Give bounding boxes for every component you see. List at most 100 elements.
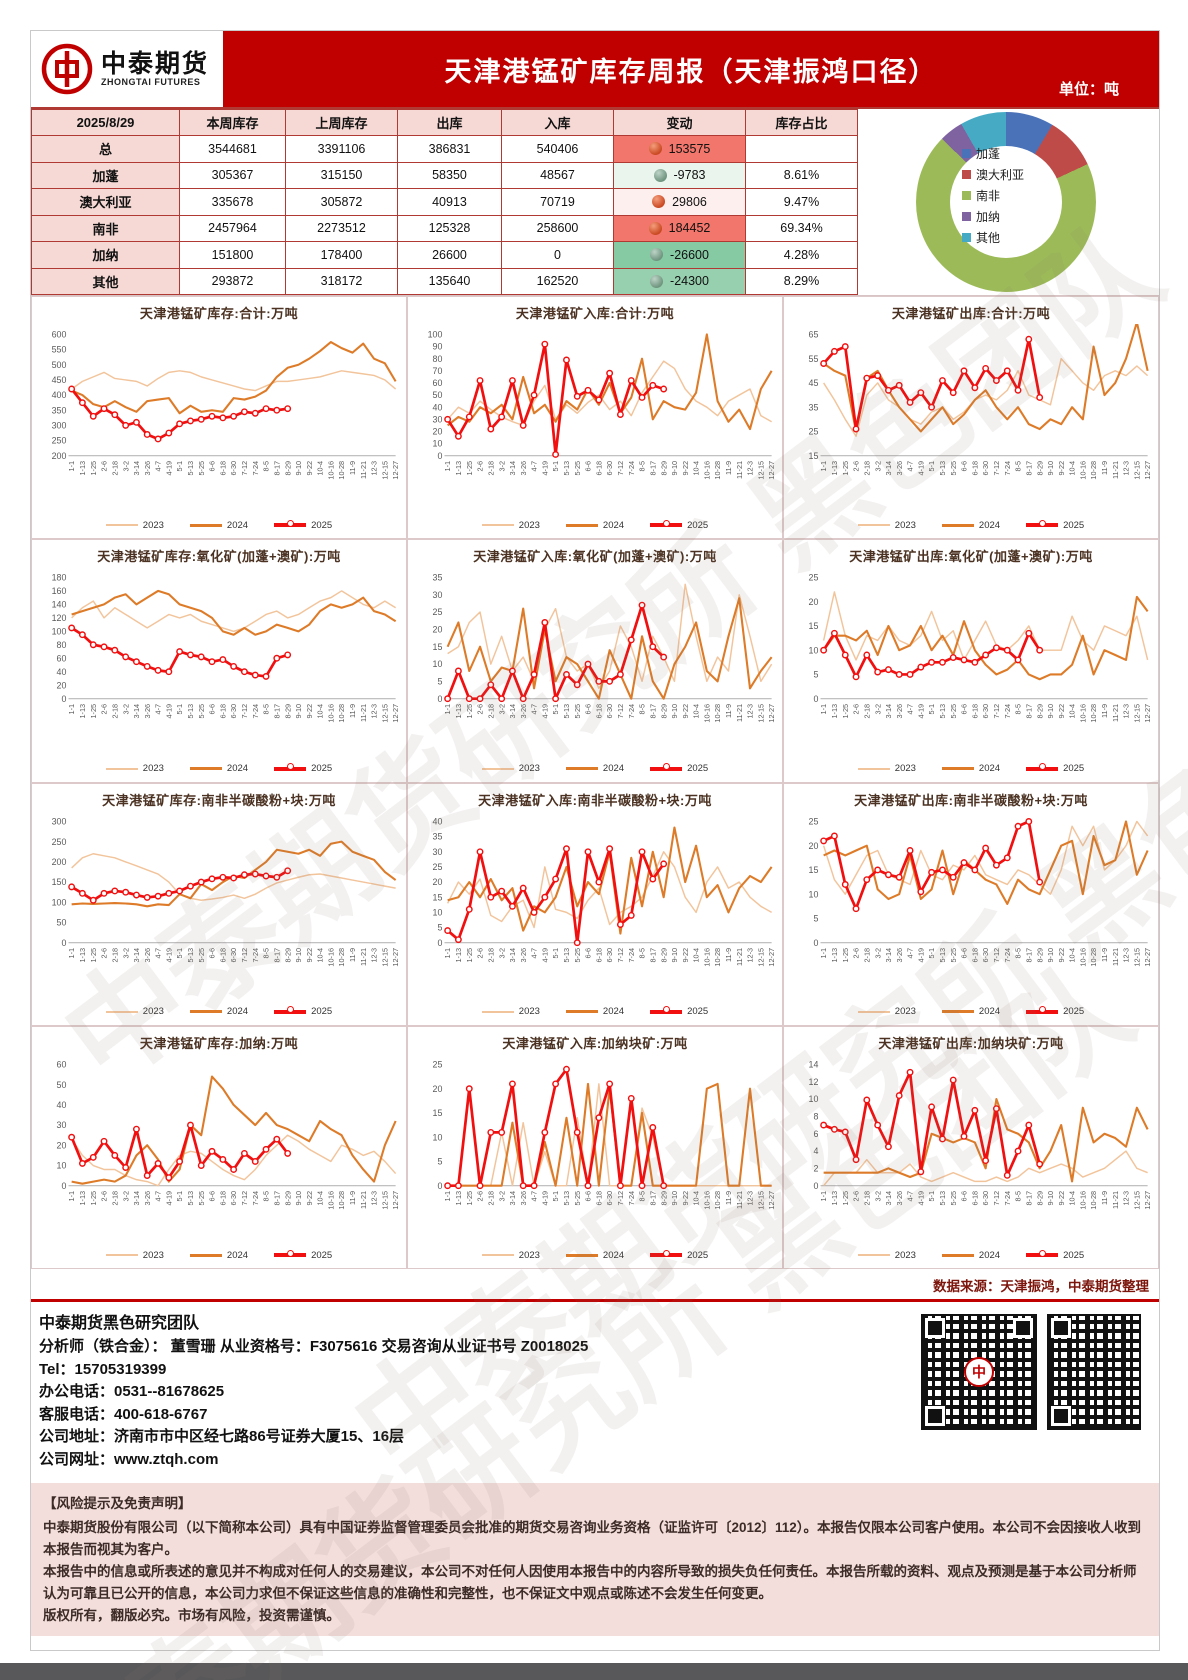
qr-code-secondary bbox=[1047, 1314, 1141, 1431]
svg-text:1-25: 1-25 bbox=[89, 948, 98, 963]
previous-stock-cell: 318172 bbox=[285, 267, 398, 295]
svg-text:35: 35 bbox=[809, 402, 819, 412]
legend-marker-icon bbox=[1038, 519, 1046, 527]
svg-text:5-13: 5-13 bbox=[938, 1191, 947, 1206]
svg-text:2-6: 2-6 bbox=[852, 948, 861, 959]
donut-legend: 加蓬 澳大利亚 南非 加纳 其他 bbox=[962, 145, 1024, 246]
svg-text:9-10: 9-10 bbox=[1046, 948, 1055, 963]
previous-stock-cell: 305872 bbox=[285, 188, 398, 216]
svg-text:11-9: 11-9 bbox=[1100, 1191, 1109, 1205]
svg-text:10-4: 10-4 bbox=[692, 1191, 701, 1206]
svg-text:40: 40 bbox=[433, 816, 443, 826]
svg-text:6-18: 6-18 bbox=[594, 948, 603, 963]
svg-text:8-5: 8-5 bbox=[1014, 948, 1023, 959]
svg-text:9-10: 9-10 bbox=[670, 704, 679, 719]
svg-text:12-3: 12-3 bbox=[746, 461, 755, 476]
svg-text:4-7: 4-7 bbox=[906, 1191, 915, 1202]
legend-marker-icon bbox=[1038, 763, 1046, 771]
svg-text:1-13: 1-13 bbox=[78, 461, 87, 476]
svg-text:12-27: 12-27 bbox=[1143, 948, 1152, 967]
chart-title: 天津港锰矿出库:南非半碳酸粉+块:万吨 bbox=[854, 792, 1088, 808]
svg-text:6-30: 6-30 bbox=[981, 704, 990, 719]
chart-legend-item: 2025 bbox=[274, 519, 332, 531]
svg-text:4-19: 4-19 bbox=[164, 1191, 173, 1206]
svg-text:9-10: 9-10 bbox=[294, 461, 303, 476]
svg-text:25: 25 bbox=[809, 573, 819, 583]
svg-text:3-26: 3-26 bbox=[519, 1191, 528, 1206]
legend-line-icon bbox=[650, 763, 683, 771]
svg-text:5-25: 5-25 bbox=[573, 1191, 582, 1206]
share-cell: 4.28% bbox=[745, 241, 858, 269]
svg-text:4-7: 4-7 bbox=[906, 704, 915, 715]
svg-text:6-6: 6-6 bbox=[584, 704, 593, 715]
chart-plot: 0 20 40 60 80 100 120 140 160 180 1-1 1-13 1-25 2-6 2-… bbox=[52, 573, 401, 723]
svg-text:0: 0 bbox=[813, 1181, 818, 1191]
svg-text:1-25: 1-25 bbox=[841, 948, 850, 963]
svg-text:9-10: 9-10 bbox=[294, 1191, 303, 1206]
chart-panel-5: 天津港锰矿入库:氧化矿(加蓬+澳矿):万吨 0 5 10 15 20 25 30 35 1-1 1-… bbox=[407, 539, 783, 783]
chart-legend-item: 2023 bbox=[857, 1250, 916, 1261]
svg-text:8-5: 8-5 bbox=[262, 461, 271, 472]
svg-text:12-27: 12-27 bbox=[391, 1191, 400, 1210]
svg-text:8-29: 8-29 bbox=[283, 1191, 292, 1206]
svg-text:10-16: 10-16 bbox=[1078, 948, 1087, 967]
svg-text:2: 2 bbox=[813, 1163, 818, 1173]
disclaimer-paragraph-1: 中泰期货股份有限公司（以下简称本公司）具有中国证券监督管理委员会批准的期货交易咨… bbox=[43, 1520, 1142, 1557]
legend-swatch-icon bbox=[962, 191, 971, 200]
svg-text:9-10: 9-10 bbox=[670, 948, 679, 963]
svg-text:8-17: 8-17 bbox=[1024, 948, 1033, 963]
chart-plot: 0 10 20 30 40 50 60 70 80 90 100 1-1 1-13 1-25 2-6 2-18… bbox=[428, 330, 777, 480]
chart-legend-item: 2025 bbox=[1026, 1249, 1084, 1261]
svg-text:10-4: 10-4 bbox=[316, 704, 325, 719]
svg-text:6-18: 6-18 bbox=[970, 948, 979, 963]
svg-text:2-18: 2-18 bbox=[486, 948, 495, 963]
chart-legend: 2023 2024 2025 bbox=[410, 760, 780, 778]
svg-text:12-3: 12-3 bbox=[746, 948, 755, 963]
svg-text:9-10: 9-10 bbox=[1046, 1191, 1055, 1206]
legend-line-icon bbox=[857, 524, 890, 527]
row-label: 总 bbox=[31, 135, 180, 163]
svg-text:10: 10 bbox=[433, 1132, 443, 1142]
footer: 中泰期货黑色研究团队 分析师（铁合金）： 董雪珊 从业资格号：F3075616 … bbox=[31, 1302, 1159, 1477]
chart-legend: 2023 2024 2025 bbox=[34, 760, 404, 778]
svg-text:6-30: 6-30 bbox=[229, 461, 238, 476]
donut-legend-item: 南非 bbox=[962, 187, 1024, 204]
svg-text:3-2: 3-2 bbox=[873, 1191, 882, 1202]
svg-text:30: 30 bbox=[433, 590, 443, 600]
svg-text:1-1: 1-1 bbox=[67, 461, 76, 472]
svg-text:3-2: 3-2 bbox=[497, 704, 506, 715]
chart-panel-3: 天津港锰矿出库:合计:万吨 15 25 35 45 55 65 1-1 1-13 1-25 2-6 2… bbox=[783, 296, 1159, 540]
svg-text:80: 80 bbox=[433, 354, 443, 364]
svg-text:11-9: 11-9 bbox=[348, 461, 357, 475]
donut-legend-item: 其他 bbox=[962, 229, 1024, 246]
svg-text:4-19: 4-19 bbox=[164, 948, 173, 963]
legend-line-icon bbox=[274, 763, 307, 771]
svg-text:60: 60 bbox=[57, 654, 67, 664]
svg-text:6-18: 6-18 bbox=[218, 704, 227, 719]
svg-text:8-29: 8-29 bbox=[283, 704, 292, 719]
svg-text:2-18: 2-18 bbox=[486, 461, 495, 476]
svg-text:12-3: 12-3 bbox=[1122, 1191, 1131, 1206]
chart-title: 天津港锰矿库存:南非半碳酸粉+块:万吨 bbox=[102, 792, 336, 808]
svg-text:7-12: 7-12 bbox=[992, 461, 1001, 476]
svg-text:15: 15 bbox=[809, 451, 819, 461]
chart-legend-item: 2025 bbox=[650, 519, 708, 531]
svg-text:5-25: 5-25 bbox=[197, 948, 206, 963]
svg-text:5: 5 bbox=[813, 913, 818, 923]
chart-panel-1: 天津港锰矿库存:合计:万吨 200 250 300 350 400 450 500 550 600… bbox=[31, 296, 407, 540]
svg-text:6-18: 6-18 bbox=[218, 461, 227, 476]
svg-text:7-24: 7-24 bbox=[1003, 948, 1012, 963]
legend-line-icon bbox=[941, 1010, 974, 1014]
disclaimer-paragraph-3: 版权所有，翻版必究。市场有风险，投资需谨慎。 bbox=[43, 1607, 340, 1623]
legend-swatch-icon bbox=[962, 170, 971, 179]
current-stock-cell: 305367 bbox=[179, 161, 286, 189]
svg-text:5-13: 5-13 bbox=[186, 1191, 195, 1206]
svg-text:6-30: 6-30 bbox=[605, 1191, 614, 1206]
chart-legend-item: 2024 bbox=[189, 763, 248, 774]
col-header-share: 库存占比 bbox=[745, 109, 858, 136]
svg-text:300: 300 bbox=[52, 421, 67, 431]
unit-label: 单位：吨 bbox=[1058, 81, 1119, 98]
chart-legend-item: 2023 bbox=[105, 520, 164, 531]
